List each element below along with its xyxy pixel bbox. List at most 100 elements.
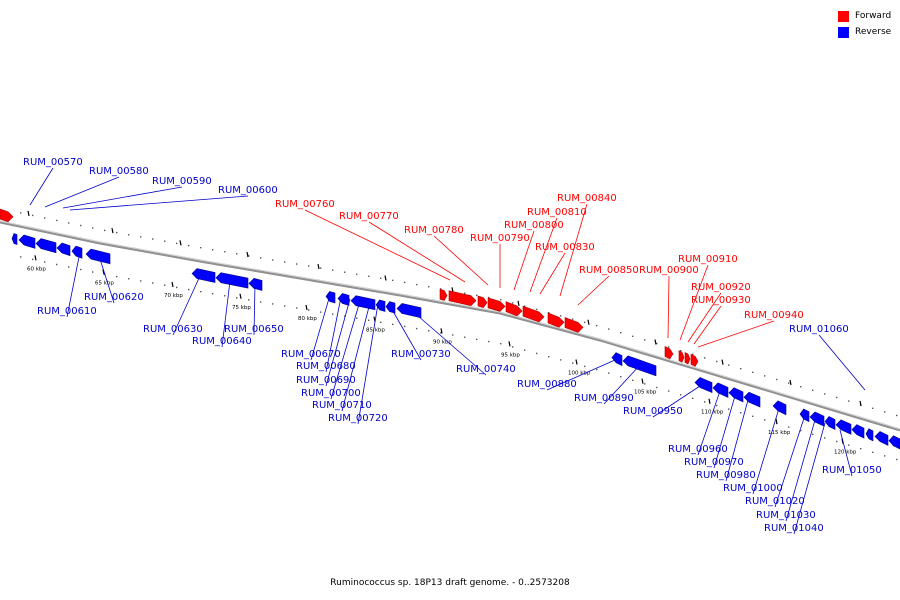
gene-label[interactable]: RUM_00810: [527, 207, 587, 218]
gene-labels: RUM_00760 RUM_00770 RUM_00780 RUM_00790 RUM_…: [23, 157, 882, 534]
gene-label[interactable]: RUM_00690: [296, 375, 356, 386]
tick-label: 65 kbp: [95, 281, 114, 287]
gene-label[interactable]: RUM_00790: [470, 233, 530, 244]
gene-label[interactable]: RUM_00950: [623, 406, 683, 417]
gene-label[interactable]: RUM_00930: [691, 295, 751, 306]
tick-label: 70 kbp: [164, 293, 183, 299]
gene-label[interactable]: RUM_00740: [456, 364, 516, 375]
leader-line: [603, 364, 641, 405]
leader-line: [325, 298, 351, 387]
dot-lower: [320, 311, 322, 313]
legend-reverse-label: Reverse: [855, 27, 892, 37]
leader-line: [839, 429, 853, 477]
gene-label[interactable]: RUM_00580: [89, 166, 149, 177]
leader-line: [577, 275, 610, 306]
leader-line: [62, 186, 183, 209]
dot-lower: [128, 278, 130, 280]
dot-upper: [716, 360, 718, 363]
dot-lower: [752, 415, 754, 417]
gene-label[interactable]: RUM_00610: [37, 306, 97, 317]
reverse-gene-arrow: [11, 233, 18, 245]
gene-label[interactable]: RUM_00780: [404, 225, 464, 236]
leader-line: [99, 258, 115, 304]
leader-line: [818, 334, 866, 391]
dot-lower: [92, 271, 94, 273]
leader-line: [330, 300, 361, 400]
gene-label[interactable]: RUM_00850: [579, 265, 639, 276]
gene-label[interactable]: RUM_01030: [756, 510, 816, 521]
dot-lower: [428, 330, 430, 332]
dot-lower: [368, 319, 370, 321]
dot-lower: [392, 323, 394, 326]
dot-lower: [500, 343, 502, 345]
gene-features: [0, 208, 900, 450]
tick-mark: [775, 418, 778, 424]
gene-label[interactable]: RUM_00920: [691, 282, 751, 293]
gene-label[interactable]: RUM_00910: [678, 254, 738, 265]
gene-label[interactable]: RUM_00600: [218, 185, 278, 196]
dot-lower: [44, 261, 46, 263]
gene-label[interactable]: RUM_00680: [296, 361, 356, 372]
forward-gene-arrow: [0, 208, 14, 223]
gene-label[interactable]: RUM_00720: [328, 413, 388, 424]
gene-label[interactable]: RUM_00620: [84, 292, 144, 303]
gene-label[interactable]: RUM_00830: [535, 242, 595, 253]
gene-label[interactable]: RUM_00700: [301, 388, 361, 399]
gene-label[interactable]: RUM_00570: [23, 157, 83, 168]
dot-upper: [632, 335, 634, 337]
gene-label[interactable]: RUM_00960: [668, 444, 728, 455]
dot-lower: [716, 404, 718, 407]
gene-label[interactable]: RUM_01050: [822, 465, 882, 476]
gene-label[interactable]: RUM_00970: [684, 457, 744, 468]
dot-upper: [116, 231, 118, 234]
reverse-gene-arrow: [18, 234, 36, 249]
gene-label[interactable]: RUM_00770: [339, 211, 399, 222]
leader-line: [793, 422, 826, 535]
dot-lower: [380, 321, 382, 323]
gene-label[interactable]: RUM_00890: [574, 393, 634, 404]
gene-label[interactable]: RUM_00880: [517, 379, 577, 390]
tick-label: 95 kbp: [501, 352, 520, 358]
dot-upper: [104, 229, 106, 232]
dot-lower: [836, 440, 838, 443]
gene-label[interactable]: RUM_00670: [281, 349, 341, 360]
gene-label[interactable]: RUM_00940: [744, 310, 804, 321]
gene-label[interactable]: RUM_00760: [275, 199, 335, 210]
gene-label[interactable]: RUM_00710: [312, 400, 372, 411]
gene-label[interactable]: RUM_01040: [764, 523, 824, 534]
reverse-gene-arrow: [56, 242, 71, 257]
gene-label[interactable]: RUM_01020: [745, 496, 805, 507]
dot-upper: [308, 265, 310, 267]
dot-upper: [80, 224, 82, 227]
reverse-gene-arrow: [248, 277, 263, 291]
dot-lower: [656, 386, 658, 389]
dot-lower: [176, 286, 178, 289]
dot-lower: [236, 297, 238, 299]
gene-label[interactable]: RUM_00630: [143, 324, 203, 335]
dot-upper: [260, 257, 262, 259]
gene-label[interactable]: RUM_00900: [639, 265, 699, 276]
gene-label[interactable]: RUM_00590: [152, 176, 212, 187]
gene-label[interactable]: RUM_01000: [723, 483, 783, 494]
gene-label[interactable]: RUM_00840: [557, 193, 617, 204]
dot-lower: [56, 263, 58, 266]
dot-upper: [620, 332, 622, 334]
gene-label[interactable]: RUM_00800: [504, 220, 564, 231]
reverse-gene-arrow: [35, 238, 57, 254]
leader-line: [513, 230, 535, 291]
reverse-gene-arrow: [809, 411, 825, 427]
reverse-gene-arrow: [396, 303, 422, 319]
dot-lower: [488, 340, 490, 343]
gene-label[interactable]: RUM_00980: [696, 470, 756, 481]
reverse-gene-arrow: [712, 382, 729, 398]
tick-mark: [305, 304, 308, 311]
gene-label[interactable]: RUM_00640: [192, 336, 252, 347]
dot-upper: [200, 247, 202, 249]
reverse-gene-arrow: [824, 416, 836, 430]
leader-line: [341, 302, 371, 412]
gene-label[interactable]: RUM_01060: [789, 324, 849, 335]
reverse-gene-arrow: [835, 419, 852, 435]
gene-label[interactable]: RUM_00730: [391, 349, 451, 360]
gene-label[interactable]: RUM_00650: [224, 324, 284, 335]
